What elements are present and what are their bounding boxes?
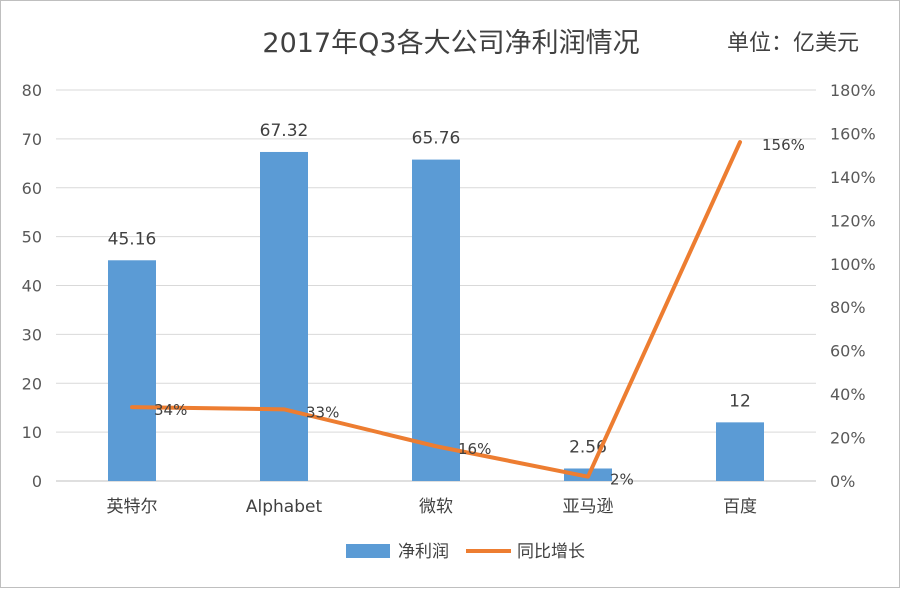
line-data-label: 156% — [762, 136, 805, 154]
line-data-label: 2% — [610, 471, 634, 489]
bar-data-label: 12 — [729, 391, 751, 411]
bar-data-label: 45.16 — [108, 229, 157, 249]
x-category-label: 亚马逊 — [563, 497, 614, 517]
y-left-tick-label: 10 — [22, 423, 42, 442]
y-right-tick-label: 120% — [830, 211, 876, 230]
y-right-tick-label: 100% — [830, 255, 876, 274]
line-point — [282, 407, 286, 411]
x-category-label: Alphabet — [246, 497, 323, 517]
bar-net-profit — [260, 151, 308, 481]
legend-label-net-profit: 净利润 — [398, 542, 449, 562]
x-category-label: 百度 — [723, 497, 757, 517]
y-right-tick-label: 0% — [830, 472, 855, 491]
y-left-tick-label: 0 — [32, 472, 42, 491]
y-right-tick-label: 20% — [830, 429, 866, 448]
y-right-tick-label: 80% — [830, 298, 866, 317]
line-data-label: 33% — [306, 403, 339, 421]
bar-data-label: 67.32 — [260, 121, 309, 141]
legend-label-yoy-growth: 同比增长 — [517, 542, 585, 562]
y-left-tick-label: 30 — [22, 325, 42, 344]
line-data-label: 34% — [154, 401, 187, 419]
legend-swatch-net-profit — [346, 544, 390, 558]
y-right-tick-label: 40% — [830, 385, 866, 404]
y-left-tick-label: 80 — [22, 81, 42, 100]
y-left-tick-label: 60 — [22, 179, 42, 198]
bar-net-profit — [412, 159, 460, 481]
x-category-label: 微软 — [419, 497, 453, 517]
bar-data-label: 65.76 — [412, 129, 461, 149]
bar-net-profit — [716, 422, 764, 481]
y-left-tick-label: 40 — [22, 277, 42, 296]
bar-net-profit — [108, 260, 156, 481]
y-left-tick-label: 70 — [22, 130, 42, 149]
line-point — [738, 140, 742, 144]
unit-label: 单位：亿美元 — [726, 31, 859, 56]
y-left-tick-label: 20 — [22, 374, 42, 393]
line-point — [130, 405, 134, 409]
chart-title: 2017年Q3各大公司净利润情况 — [262, 28, 640, 59]
x-category-label: 英特尔 — [107, 497, 158, 517]
y-right-tick-label: 60% — [830, 342, 866, 361]
y-right-tick-label: 160% — [830, 124, 876, 143]
line-data-label: 16% — [458, 440, 491, 458]
line-point — [586, 475, 590, 479]
line-point — [434, 444, 438, 448]
y-left-tick-label: 50 — [22, 228, 42, 247]
y-right-tick-label: 180% — [830, 81, 876, 100]
y-right-tick-label: 140% — [830, 168, 876, 187]
